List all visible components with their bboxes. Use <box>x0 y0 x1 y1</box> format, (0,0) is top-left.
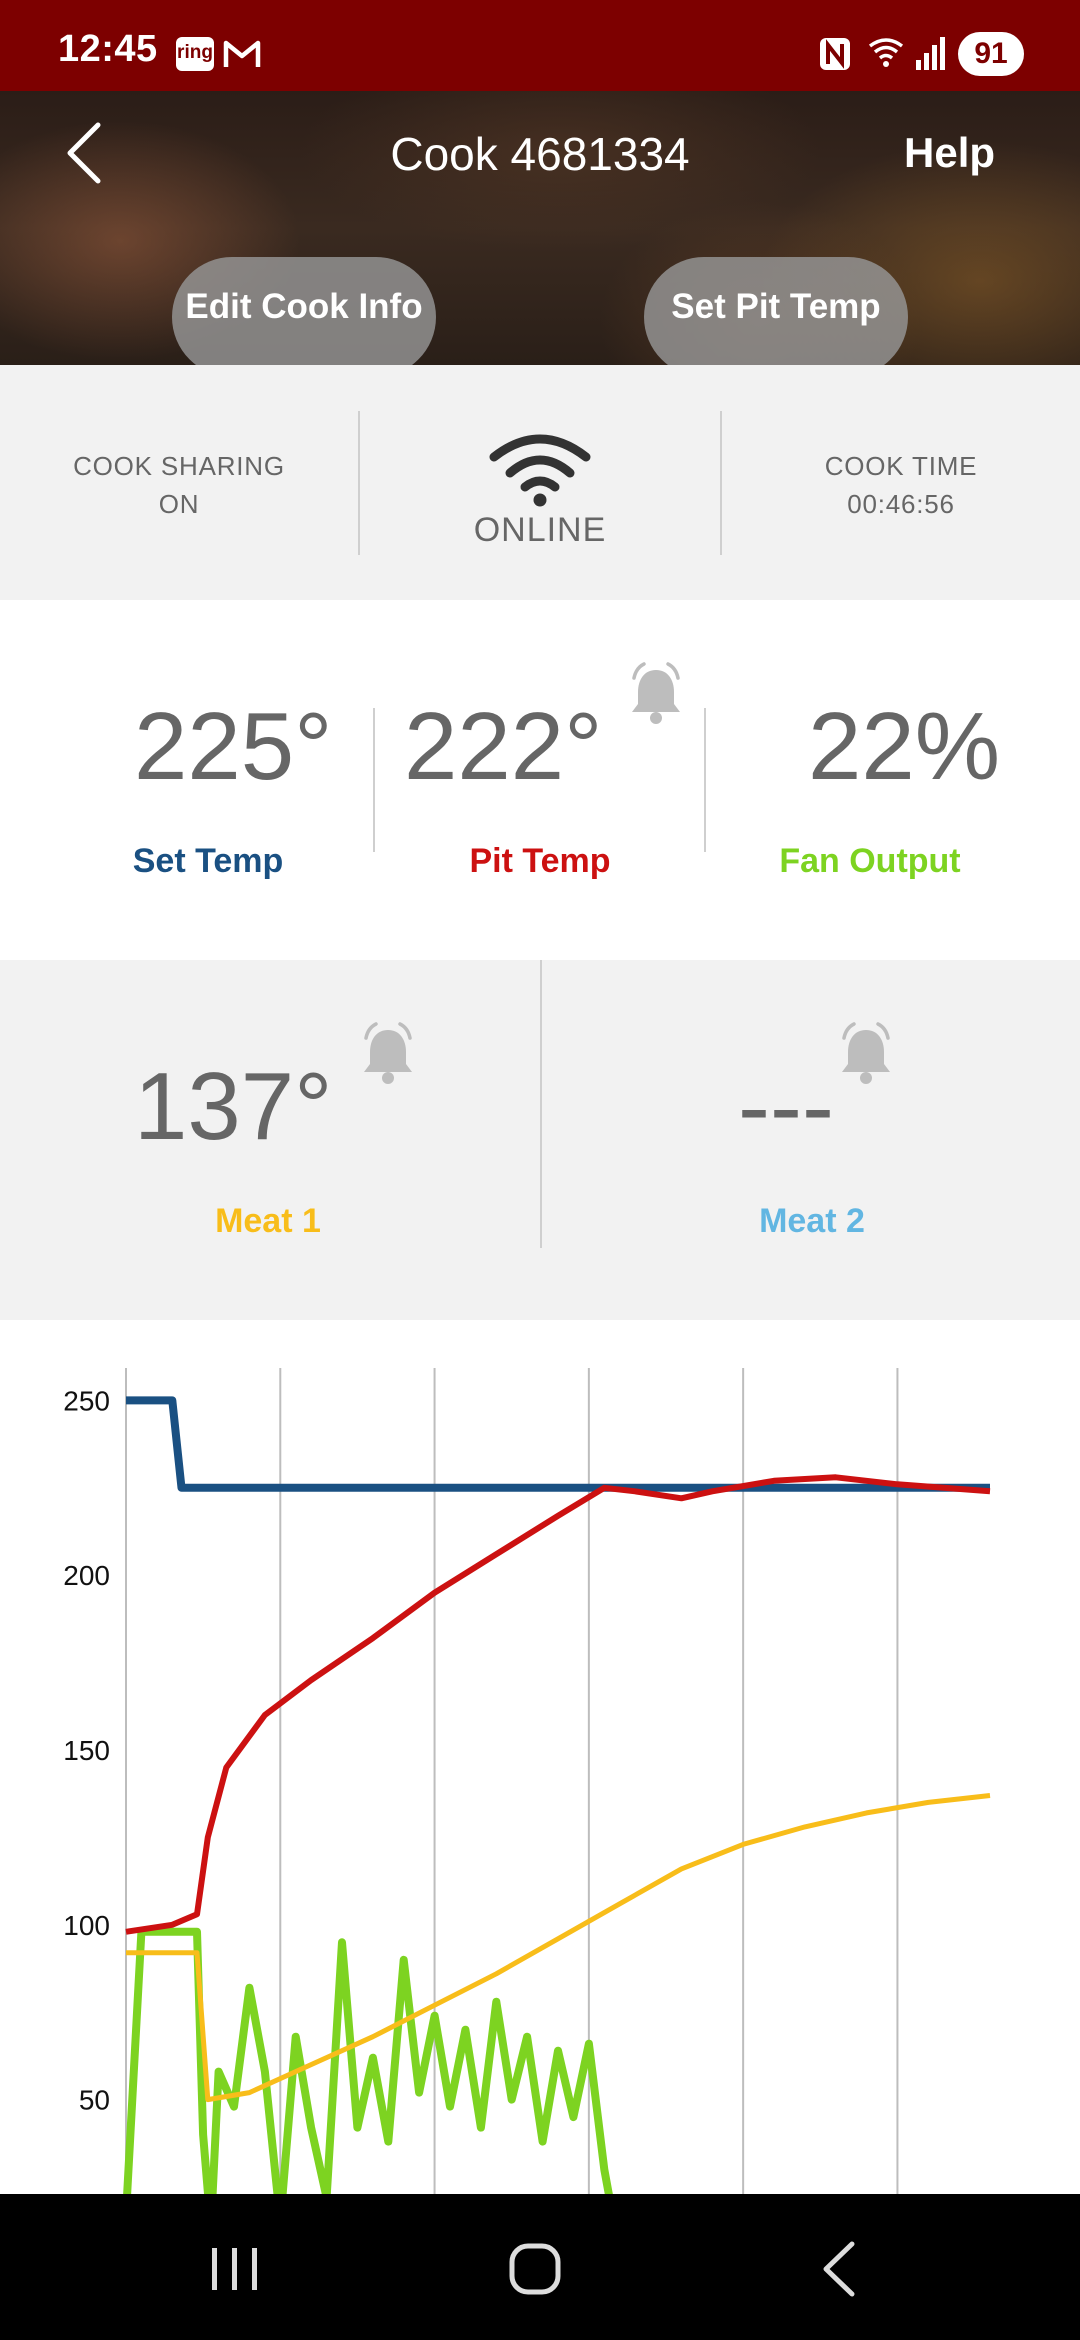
signal-icon <box>916 37 945 70</box>
help-button[interactable]: Help <box>904 129 996 176</box>
page-title: Cook 4681334 <box>390 128 690 180</box>
chart-y-tick-label: 150 <box>63 1735 110 1766</box>
temperature-chart[interactable]: 250 200 150 100 50 <box>0 1320 1080 2194</box>
status-bar: 12:45 ring 91 <box>0 0 1080 91</box>
connection-status: ONLINE <box>360 365 720 600</box>
meat-probe-row: 137° Meat 1 --- Meat 2 <box>0 960 1080 1320</box>
nfc-icon <box>820 38 850 70</box>
home-icon[interactable] <box>490 2234 580 2304</box>
fan-output-label: Fan Output <box>779 842 961 880</box>
divider <box>373 708 375 852</box>
divider <box>704 708 706 852</box>
cook-time-label: COOK TIME <box>824 451 978 481</box>
set-temp-value[interactable]: 225° <box>134 693 333 800</box>
chart-y-tick-label: 100 <box>63 1910 110 1941</box>
meat2-label: Meat 2 <box>759 1202 865 1240</box>
chart-series-meat1 <box>126 1793 991 2103</box>
set-temp-label: Set Temp <box>132 842 284 880</box>
back-arrow-icon[interactable] <box>64 121 104 185</box>
chart-series-fan <box>123 1927 613 2194</box>
gmail-icon <box>223 40 261 67</box>
cook-time-value: 00:46:56 <box>847 489 955 519</box>
divider <box>358 411 360 555</box>
app-header: Cook 4681334 Help Edit Cook Info Set Pit… <box>0 91 1080 365</box>
cook-sharing-label: COOK SHARING <box>73 451 285 481</box>
edit-cook-info-button[interactable]: Edit Cook Info <box>172 257 436 365</box>
back-icon[interactable] <box>796 2234 886 2304</box>
meat1-alarm-bell-icon[interactable] <box>358 1022 418 1086</box>
chart-series <box>123 1396 991 2194</box>
chart-y-axis: 250 200 150 100 50 <box>63 1385 110 2115</box>
divider <box>540 960 542 1248</box>
cook-sharing-value: ON <box>158 489 200 519</box>
chart-y-tick-label: 200 <box>63 1560 110 1591</box>
meat2-alarm-bell-icon[interactable] <box>836 1022 896 1086</box>
divider <box>720 411 722 555</box>
set-pit-temp-button[interactable]: Set Pit Temp <box>644 257 908 365</box>
cook-time: COOK TIME 00:46:56 <box>722 365 1080 600</box>
pit-temp-value[interactable]: 222° <box>404 693 603 800</box>
cook-status-row: COOK SHARING ON ONLINE COOK TIME 00:46:5… <box>0 365 1080 600</box>
pit-temp-label: Pit Temp <box>469 842 611 880</box>
ring-icon: ring <box>176 37 214 71</box>
wifi-icon <box>489 434 591 507</box>
chart-y-tick-label: 250 <box>63 1385 110 1416</box>
chart-series-set <box>126 1396 990 1492</box>
temperature-row: 225° Set Temp 222° Pit Temp 22% Fan Outp… <box>0 600 1080 960</box>
meat1-label: Meat 1 <box>215 1202 321 1240</box>
online-status-text: ONLINE <box>473 511 607 549</box>
battery-indicator: 91 <box>958 32 1024 76</box>
pit-alarm-bell-icon[interactable] <box>626 662 686 726</box>
wifi-icon <box>868 38 904 67</box>
system-nav-bar <box>0 2194 1080 2340</box>
meat2-value[interactable]: --- <box>738 1053 834 1160</box>
chart-series-pit <box>125 1474 991 1935</box>
recent-apps-icon[interactable] <box>190 2234 280 2304</box>
cook-sharing-status[interactable]: COOK SHARING ON <box>0 365 358 600</box>
fan-output-value: 22% <box>808 693 1001 800</box>
chart-y-tick-label: 50 <box>79 2085 110 2116</box>
status-time: 12:45 <box>58 28 158 70</box>
meat1-value[interactable]: 137° <box>134 1053 333 1160</box>
temperature-chart-svg: 250 200 150 100 50 <box>63 1368 991 2194</box>
